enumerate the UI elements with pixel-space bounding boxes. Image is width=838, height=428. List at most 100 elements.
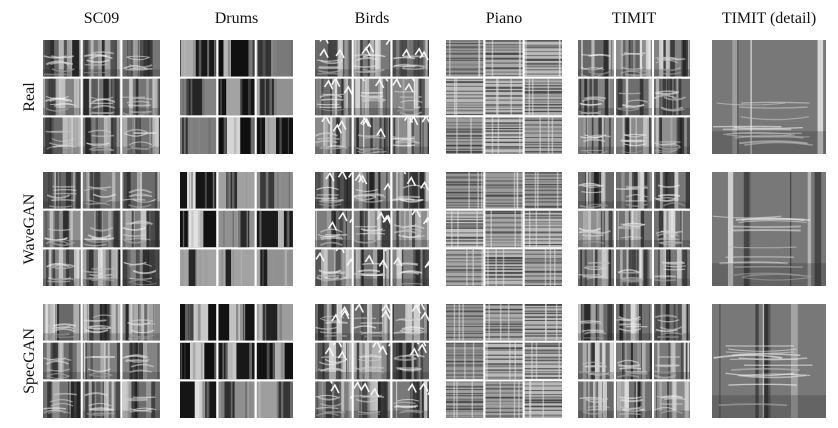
spectrogram-cell-bottom-center — [218, 381, 255, 418]
spectrogram-cell-bottom-left — [578, 117, 614, 154]
spectrogram-cell-bottom-left — [446, 381, 484, 418]
spectrogram-cell-top-left — [446, 40, 484, 77]
spectrogram-cell-middle-center — [218, 342, 255, 380]
column-header-piano: Piano — [485, 10, 523, 27]
spectrogram-tile-real-timit-detail — [712, 40, 826, 154]
spectrogram-cell-middle-left — [180, 210, 217, 248]
spectrogram-cell-top-left — [446, 304, 484, 341]
spectrogram-cell-middle-center — [218, 210, 255, 248]
spectrogram-cell-top-center — [485, 304, 523, 341]
spectrogram-cell-top-right — [392, 172, 429, 209]
spectrogram-cell-top-center — [616, 304, 652, 341]
spectrogram-cell-bottom-left — [43, 249, 81, 286]
spectrogram-cell-bottom-center — [616, 249, 652, 286]
spectrogram-cell-top-right — [256, 304, 293, 341]
spectrogram-cell-middle-left — [43, 78, 81, 116]
spectrogram-cell-bottom-center — [353, 249, 391, 286]
spectrogram-cell-middle-right — [654, 342, 690, 380]
spectrogram-cell-top-left — [43, 304, 81, 341]
spectrogram-cell-middle-left — [43, 210, 81, 248]
spectrogram-cell-top-right — [524, 304, 562, 341]
spectrogram-cell-top-center — [353, 172, 391, 209]
spectrogram-cell-middle-right — [392, 210, 429, 248]
spectrogram-cell-top-left — [180, 304, 217, 341]
spectrogram-cell-bottom-left — [180, 249, 217, 286]
spectrogram-cell-bottom-right — [122, 117, 160, 154]
spectrogram-cell-middle-right — [524, 210, 562, 248]
column-header-sc09: SC09 — [83, 10, 120, 27]
spectrogram-cell-bottom-left — [43, 117, 81, 154]
column-header-drums: Drums — [214, 10, 259, 27]
spectrogram-cell-middle-center — [485, 342, 523, 380]
spectrogram-tile-wavegan-timit — [578, 172, 690, 286]
spectrogram-cell-top-right — [524, 172, 562, 209]
spectrogram-cell-top-center — [353, 40, 391, 77]
spectrogram-cell-middle-right — [256, 78, 293, 116]
spectrogram-tile-wavegan-timit-detail — [712, 172, 826, 286]
spectrogram-cell-bottom-right — [392, 249, 429, 286]
spectrogram-cell-bottom-right — [392, 117, 429, 154]
spectrogram-tile-wavegan-drums — [180, 172, 293, 286]
spectrogram-cell-bottom-left — [315, 249, 352, 286]
spectrogram-cell-middle-left — [578, 78, 614, 116]
spectrogram-cell-middle-center — [353, 78, 391, 116]
spectrogram-tile-real-timit — [578, 40, 690, 154]
spectrogram-cell-top-right — [122, 40, 160, 77]
spectrogram-cell-middle-center — [616, 78, 652, 116]
spectrogram-cell-top-center — [616, 40, 652, 77]
spectrogram-cell-top-left — [43, 172, 81, 209]
spectrogram-cell-middle-right — [392, 342, 429, 380]
spectrogram-cell-top-center — [82, 40, 121, 77]
spectrogram-tile-specgan-timit-detail — [712, 304, 826, 418]
spectrogram-cell-top-center — [485, 40, 523, 77]
row-label-real: Real — [21, 82, 38, 112]
spectrogram-cell-top-right — [524, 40, 562, 77]
spectrogram-tile-specgan-piano — [446, 304, 562, 418]
spectrogram-cell-middle-left — [446, 342, 484, 380]
spectrogram-cell-bottom-right — [256, 117, 293, 154]
spectrogram-cell-top-left — [315, 304, 352, 341]
spectrogram-cell-bottom-center — [485, 249, 523, 286]
spectrogram-tile-wavegan-sc09 — [43, 172, 160, 286]
spectrogram-cell-middle-right — [256, 210, 293, 248]
spectrogram-cell-top-right — [654, 304, 690, 341]
spectrogram-cell-top-right — [256, 172, 293, 209]
spectrogram-cell-top-center — [616, 172, 652, 209]
row-label-wavegan: WaveGAN — [21, 193, 38, 265]
spectrogram-cell-top-center — [485, 172, 523, 209]
spectrogram-cell-top-left — [578, 172, 614, 209]
spectrogram-cell-bottom-right — [392, 381, 429, 418]
spectrogram-cell-bottom-center — [353, 117, 391, 154]
spectrogram-cell-bottom-center — [616, 381, 652, 418]
spectrogram-cell-bottom-center — [616, 117, 652, 154]
spectrogram-cell-top-left — [578, 304, 614, 341]
spectrogram-cell-bottom-right — [524, 117, 562, 154]
spectrogram-cell-top-center — [82, 172, 121, 209]
spectrogram-cell-top-left — [315, 40, 352, 77]
spectrogram-cell-middle-right — [524, 342, 562, 380]
spectrogram-cell-bottom-left — [180, 117, 217, 154]
spectrogram-cell-top-left — [180, 172, 217, 209]
spectrogram-cell-middle-center — [82, 210, 121, 248]
column-header-timit: TIMIT — [611, 10, 657, 27]
spectrogram-cell-middle-right — [524, 78, 562, 116]
spectrogram-cell-top-left — [180, 40, 217, 77]
row-label-specgan: SpecGAN — [21, 328, 38, 394]
spectrogram-cell-top-center — [218, 304, 255, 341]
spectrogram-cell-top-center — [353, 304, 391, 341]
spectrogram-tile-real-birds — [315, 40, 429, 154]
spectrogram-cell-top-right — [122, 304, 160, 341]
spectrogram-cell-bottom-center — [82, 249, 121, 286]
spectrogram-cell-bottom-center — [485, 117, 523, 154]
spectrogram-cell-bottom-left — [315, 381, 352, 418]
spectrogram-cell-bottom-left — [446, 117, 484, 154]
spectrogram-cell-middle-left — [315, 78, 352, 116]
spectrogram-cell-bottom-left — [578, 249, 614, 286]
spectrogram-cell-bottom-left — [43, 381, 81, 418]
spectrogram-tile-specgan-drums — [180, 304, 293, 418]
spectrogram-cell-bottom-left — [315, 117, 352, 154]
spectrogram-cell-middle-center — [353, 210, 391, 248]
spectrogram-cell-top-right — [654, 172, 690, 209]
spectrogram-cell-middle-right — [122, 78, 160, 116]
